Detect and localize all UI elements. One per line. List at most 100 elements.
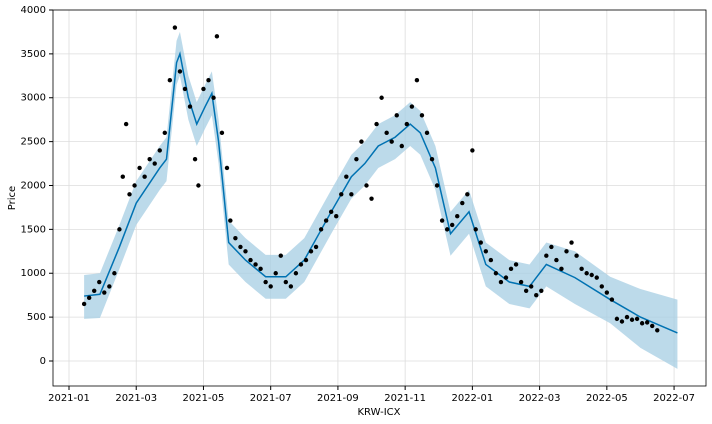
data-point [224, 165, 230, 171]
data-point [157, 148, 162, 153]
x-tick-label: 2022-01 [451, 393, 493, 404]
data-point [409, 104, 415, 109]
data-point [268, 284, 273, 289]
data-point [107, 284, 112, 289]
x-tick-label: 2021-01 [48, 393, 90, 404]
data-point [354, 156, 359, 162]
data-point [493, 271, 499, 276]
x-tick-label: 2021-05 [183, 393, 225, 404]
data-point [534, 292, 539, 298]
data-point [102, 290, 107, 295]
data-point [389, 139, 394, 144]
data-point [554, 257, 559, 263]
data-point [243, 249, 248, 254]
data-point [450, 222, 455, 228]
data-point [152, 161, 157, 166]
data-point [374, 121, 379, 127]
data-point [455, 214, 460, 219]
x-tick-label: 2021-11 [384, 393, 426, 404]
data-point [182, 86, 188, 92]
data-point [137, 165, 142, 171]
data-point [359, 139, 364, 144]
y-tick-label: 2000 [21, 180, 46, 191]
data-point [132, 183, 137, 188]
data-point [117, 227, 122, 232]
data-point [655, 328, 660, 333]
data-point [518, 279, 524, 285]
data-point [634, 316, 640, 322]
data-point [177, 69, 183, 74]
data-point [513, 262, 519, 267]
data-point [120, 174, 125, 179]
data-point [439, 218, 445, 223]
data-point [609, 297, 615, 302]
data-point [308, 249, 314, 254]
data-point [248, 257, 253, 263]
data-point [604, 290, 610, 295]
data-point [92, 288, 97, 293]
data-point [384, 130, 389, 136]
data-point [162, 130, 168, 136]
data-point [318, 227, 324, 232]
data-point [328, 209, 334, 215]
data-point [465, 192, 470, 197]
data-point [258, 266, 263, 272]
data-point [364, 183, 369, 188]
data-point [167, 77, 173, 83]
data-point [112, 271, 117, 276]
data-point [594, 275, 599, 280]
data-point [349, 192, 354, 197]
data-point [196, 183, 201, 188]
y-tick-label: 1000 [21, 268, 46, 279]
data-point [192, 156, 198, 162]
data-point [123, 121, 129, 127]
data-point [399, 143, 404, 149]
x-tick-label: 2022-05 [586, 393, 628, 404]
data-point [394, 113, 399, 118]
data-point [238, 244, 243, 250]
data-point [233, 235, 238, 241]
y-tick-label: 2500 [21, 137, 46, 148]
data-point [369, 196, 374, 201]
y-tick-label: 4000 [21, 5, 46, 16]
data-point [529, 284, 534, 289]
data-point [273, 271, 278, 276]
data-point [498, 279, 504, 285]
data-point [539, 288, 544, 293]
y-tick-label: 3000 [21, 93, 46, 104]
data-point [470, 148, 475, 153]
data-point [187, 104, 193, 109]
data-point [97, 279, 102, 285]
data-point [460, 200, 465, 206]
data-point [574, 253, 579, 258]
data-point [444, 227, 450, 232]
data-point [619, 319, 625, 324]
data-point [629, 317, 635, 322]
data-point [483, 249, 489, 254]
data-point [488, 257, 494, 263]
data-point [288, 284, 294, 289]
y-axis-label: Price [7, 186, 18, 210]
data-point [569, 240, 574, 245]
data-point [201, 86, 206, 92]
data-point [644, 320, 650, 325]
data-point [206, 77, 211, 83]
data-point [379, 95, 384, 100]
data-point [508, 266, 514, 272]
data-point [86, 295, 92, 301]
data-point [523, 288, 529, 293]
data-point [228, 218, 233, 223]
data-point [303, 257, 309, 263]
y-tick-label: 500 [27, 312, 46, 323]
data-point [142, 174, 147, 179]
data-point [278, 253, 283, 258]
data-point [81, 301, 87, 307]
uncertainty-band [84, 31, 678, 369]
data-point [650, 323, 655, 329]
data-point [214, 34, 220, 39]
data-point [339, 192, 344, 197]
data-point [559, 266, 564, 272]
y-tick-label: 0 [40, 356, 46, 367]
data-point [414, 77, 420, 83]
